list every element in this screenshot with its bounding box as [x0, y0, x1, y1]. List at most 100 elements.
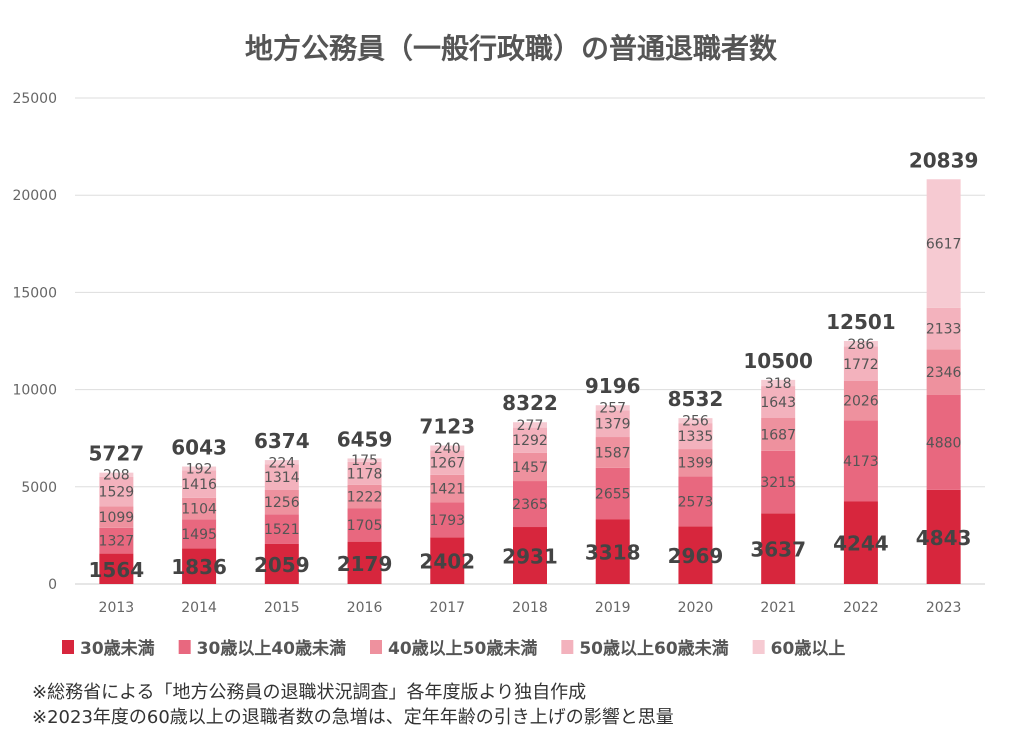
- bar-segment: [595, 437, 630, 468]
- data-label: 2346: [926, 365, 962, 381]
- bar-segment: [182, 470, 217, 498]
- data-label: 2365: [512, 497, 548, 513]
- data-label: 4173: [843, 454, 879, 470]
- total-label: 9196: [585, 374, 641, 398]
- data-label: 1836: [171, 555, 227, 579]
- bar-segment: [347, 458, 382, 462]
- data-label: 4244: [833, 532, 889, 556]
- data-label: 1379: [595, 417, 631, 433]
- x-tick-label: 2023: [926, 600, 962, 616]
- bar-segment: [430, 537, 465, 584]
- bar-segment: [182, 466, 217, 471]
- bar-segment: [182, 548, 217, 584]
- total-label: 8532: [668, 387, 724, 411]
- y-tick-label: 10000: [12, 383, 57, 399]
- bar-segment: [347, 484, 382, 509]
- bar-segment: [430, 502, 465, 538]
- data-label: 2655: [595, 487, 631, 503]
- x-tick-label: 2022: [843, 600, 879, 616]
- data-label: 1521: [264, 522, 300, 538]
- stacked-bar-chart: 地方公務員（一般行政職）の普通退職者数 0 5000 10000 15000 20000…: [12, 32, 985, 659]
- bar-segment: [347, 508, 382, 542]
- legend-label: 30歳未満: [80, 638, 155, 659]
- bar-segment: [347, 461, 382, 485]
- data-label: 2573: [678, 494, 714, 510]
- bar-segment: [264, 489, 299, 515]
- data-label: 192: [186, 461, 213, 477]
- data-label: 1529: [99, 485, 135, 501]
- bar-segment: [678, 449, 713, 477]
- y-tick-label: 15000: [12, 285, 57, 301]
- data-label: 1421: [429, 482, 465, 498]
- bar-segment: [347, 541, 382, 584]
- bar-segment: [430, 450, 465, 475]
- bar-segment: [182, 519, 217, 549]
- data-label: 1335: [678, 429, 714, 445]
- x-tick-label: 2014: [181, 600, 217, 616]
- bar-segment: [513, 452, 547, 482]
- legend-swatch: [752, 640, 765, 654]
- data-label: 318: [765, 376, 792, 392]
- total-label: 6043: [171, 436, 227, 460]
- data-label: 3318: [585, 541, 641, 565]
- bar-segment: [182, 497, 217, 520]
- y-tick-label: 25000: [12, 91, 57, 107]
- bar-segment: [595, 467, 630, 520]
- legend-swatch: [62, 640, 74, 654]
- bar-segment: [761, 450, 796, 514]
- data-label: 257: [599, 401, 626, 417]
- data-label: 1416: [181, 477, 217, 493]
- data-label: 1457: [512, 460, 548, 476]
- bar-segment: [99, 553, 134, 584]
- bar-segment: [430, 474, 465, 503]
- data-label: 4880: [926, 435, 962, 451]
- y-tick-label: 0: [48, 577, 57, 593]
- data-label: 2969: [668, 544, 724, 568]
- x-tick-label: 2021: [760, 600, 796, 616]
- data-label: 1793: [429, 513, 465, 529]
- bar-segment: [595, 519, 630, 584]
- bar-segment: [513, 427, 547, 453]
- data-label: 1222: [347, 490, 383, 506]
- data-label: 256: [682, 414, 709, 430]
- bar-segment: [843, 340, 878, 347]
- x-tick-label: 2019: [595, 600, 631, 616]
- bar-segment: [843, 501, 878, 584]
- bar-segment: [264, 543, 299, 584]
- bar-segment: [843, 380, 878, 421]
- legend-swatch: [178, 640, 191, 654]
- bar-segment: [264, 514, 299, 544]
- bar-segment: [595, 410, 630, 438]
- data-label: 277: [517, 418, 544, 434]
- bar-segment: [926, 307, 961, 350]
- legend-label: 30歳以上40歳未満: [197, 638, 346, 659]
- data-label: 1267: [429, 456, 465, 472]
- x-tick-label: 2020: [678, 600, 714, 616]
- footnote-source: ※総務省による「地方公務員の退職状況調査」各年度版より独自作成: [32, 682, 587, 703]
- data-label: 1587: [595, 445, 631, 461]
- legend-label: 40歳以上50歳未満: [388, 638, 537, 659]
- bar-segment: [678, 526, 713, 584]
- bar-segment: [926, 179, 961, 308]
- data-label: 175: [351, 453, 378, 469]
- total-label: 6374: [254, 429, 310, 453]
- x-tick-label: 2017: [429, 600, 465, 616]
- bar-segment: [926, 394, 961, 490]
- total-label: 8322: [502, 391, 558, 415]
- data-label: 2026: [843, 394, 879, 410]
- total-label: 5727: [89, 442, 145, 466]
- bar-segment: [761, 513, 796, 584]
- bar-segment: [99, 472, 134, 477]
- data-label: 224: [268, 455, 295, 471]
- bar-segment: [678, 476, 713, 527]
- bar-segment: [761, 386, 796, 419]
- data-label: 1099: [99, 510, 135, 526]
- data-label: 286: [848, 337, 875, 353]
- x-tick-label: 2018: [512, 600, 548, 616]
- data-label: 2402: [419, 550, 475, 574]
- bar-segment: [513, 422, 547, 428]
- data-label: 1772: [843, 357, 879, 373]
- data-label: 1314: [264, 470, 300, 486]
- bar-segment: [761, 418, 796, 451]
- total-label: 12501: [826, 310, 896, 334]
